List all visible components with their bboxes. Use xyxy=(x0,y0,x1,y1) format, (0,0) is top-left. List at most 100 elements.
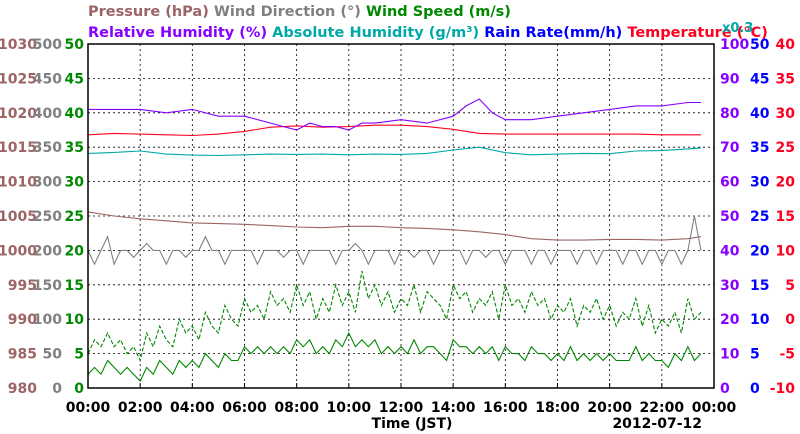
y-tick-label: 300 xyxy=(33,175,62,191)
x-tick-label: 22:00 xyxy=(640,400,685,416)
y-tick-label: 0 xyxy=(720,381,730,397)
y-tick-label: 1010 xyxy=(0,175,37,191)
y-tick-label: 1000 xyxy=(0,243,37,259)
legend-text: Pressure (hPa) Wind Direction (°) Wind S… xyxy=(88,4,511,20)
legend-entry: Absolute Humidity (g/m³) xyxy=(267,25,479,41)
legend-row-1: Pressure (hPa) Wind Direction (°) Wind S… xyxy=(88,4,511,20)
y-tick-label: 15 xyxy=(65,278,84,294)
y-tick-label: 40 xyxy=(65,106,85,122)
y-tick-label: 100 xyxy=(720,37,749,53)
x-tick-label: 08:00 xyxy=(274,400,319,416)
x-axis-label: Time (JST) xyxy=(372,416,453,432)
y-tick-label: 30 xyxy=(750,175,770,191)
y-tick-label: 20 xyxy=(750,243,770,259)
y-tick-label: 50 xyxy=(720,209,740,225)
y-tick-label: 980 xyxy=(8,381,37,397)
x-tick-label: 00:00 xyxy=(692,400,737,416)
y-tick-label: 350 xyxy=(33,140,62,156)
x-tick-label: 06:00 xyxy=(222,400,267,416)
legend-entry: Relative Humidity (%) xyxy=(88,25,267,41)
y-tick-label: 25 xyxy=(776,140,795,156)
y-tick-label: 1005 xyxy=(0,209,37,225)
x-tick-label: 00:00 xyxy=(66,400,111,416)
x-tick-label: 10:00 xyxy=(327,400,372,416)
y-tick-label: 250 xyxy=(33,209,62,225)
y-tick-label: 40 xyxy=(720,243,740,259)
y-tick-label: 70 xyxy=(720,140,740,156)
y-tick-label: 90 xyxy=(720,71,740,87)
y-tick-label: 20 xyxy=(720,312,740,328)
y-tick-label: 1020 xyxy=(0,106,37,122)
y-tick-label: 50 xyxy=(65,37,85,53)
y-tick-label: 25 xyxy=(65,209,84,225)
y-axes: 9809859909951000100510101015102010251030… xyxy=(0,37,795,397)
y-tick-label: 1030 xyxy=(0,37,37,53)
y-tick-label: 0 xyxy=(74,381,84,397)
series-line-2 xyxy=(88,98,701,131)
y-tick-label: 0 xyxy=(750,381,760,397)
y-tick-label: 5 xyxy=(750,347,760,363)
y-axis-4: 0 5 10 15 20 25 30 35 40 45 50 xyxy=(750,37,770,397)
y-tick-label: -5 xyxy=(779,347,795,363)
y-axis-2: 0 5 10 15 20 25 30 35 40 45 50 xyxy=(65,37,85,397)
y-tick-label: 15 xyxy=(750,278,769,294)
y-tick-label: 10 xyxy=(720,347,740,363)
legend-row-2: Relative Humidity (%) Absolute Humidity … xyxy=(88,25,768,41)
y-tick-label: 990 xyxy=(8,312,37,328)
y-tick-label: 500 xyxy=(33,37,62,53)
y-tick-label: 25 xyxy=(750,209,769,225)
x-tick-label: 04:00 xyxy=(170,400,215,416)
y-tick-label: 1015 xyxy=(0,140,37,156)
y-tick-label: 0 xyxy=(52,381,62,397)
x-tick-label: 18:00 xyxy=(535,400,580,416)
series-line-6 xyxy=(87,331,702,383)
y-tick-label: 20 xyxy=(776,175,796,191)
y-tick-label: 40 xyxy=(776,37,796,53)
legend-entry: Temperature (°C) xyxy=(622,25,768,41)
y-tick-label: 985 xyxy=(8,347,37,363)
y-tick-label: 10 xyxy=(750,312,770,328)
y-tick-label: 995 xyxy=(8,278,37,294)
y-tick-label: -10 xyxy=(770,381,796,397)
y-axis-1: 0 50 100 150 200 250 300 350 400 450 500 xyxy=(33,37,62,397)
y-tick-label: 30 xyxy=(776,106,796,122)
y-tick-label: 35 xyxy=(65,140,84,156)
y-tick-label: 200 xyxy=(33,243,62,259)
x-tick-label: 02:00 xyxy=(118,400,163,416)
series-line-1 xyxy=(87,124,701,137)
legend-entry: Wind Speed (m/s) xyxy=(361,4,511,20)
series-line-4 xyxy=(87,215,702,266)
y-tick-label: 15 xyxy=(776,209,795,225)
x-tick-label: 12:00 xyxy=(379,400,424,416)
chart-date: 2012-07-12 xyxy=(612,416,702,432)
y-tick-label: 1025 xyxy=(0,71,37,87)
y-tick-label: 10 xyxy=(776,243,796,259)
y-tick-label: 80 xyxy=(720,106,740,122)
x-tick-label: 14:00 xyxy=(431,400,476,416)
x-axis: 00:00 02:00 04:00 06:00 08:00 10:00 12:00 14:00… xyxy=(66,383,737,416)
y-tick-label: 5 xyxy=(74,347,84,363)
y-tick-label: 50 xyxy=(750,37,770,53)
y-tick-label: 45 xyxy=(750,71,769,87)
y-tick-label: 30 xyxy=(65,175,85,191)
y-tick-label: 40 xyxy=(750,106,770,122)
y-axis-0: 980 985 990 995 1000 1005 1010 1015 1020 1025 1030 xyxy=(0,37,37,397)
y-tick-label: 35 xyxy=(750,140,769,156)
x-tick-label: 20:00 xyxy=(587,400,632,416)
grid-lines xyxy=(88,44,714,388)
y-tick-label: 0 xyxy=(785,312,795,328)
y-tick-label: 20 xyxy=(65,243,85,259)
y-tick-label: 35 xyxy=(776,71,795,87)
y-tick-label: 5 xyxy=(785,278,795,294)
y-tick-label: 400 xyxy=(33,106,62,122)
y-tick-label: 10 xyxy=(65,312,85,328)
series-line-0 xyxy=(87,211,702,241)
abs-humidity-scale-note: x0.3 xyxy=(722,21,753,36)
x-tick-label: 16:00 xyxy=(483,400,528,416)
legend-entry: Pressure (hPa) xyxy=(88,4,209,20)
legend-entry: Wind Direction (°) xyxy=(209,4,361,20)
y-tick-label: 150 xyxy=(33,278,62,294)
y-axis-3: 0 10 20 30 40 50 60 70 80 90 100 xyxy=(720,37,749,397)
series-lines xyxy=(87,98,702,383)
